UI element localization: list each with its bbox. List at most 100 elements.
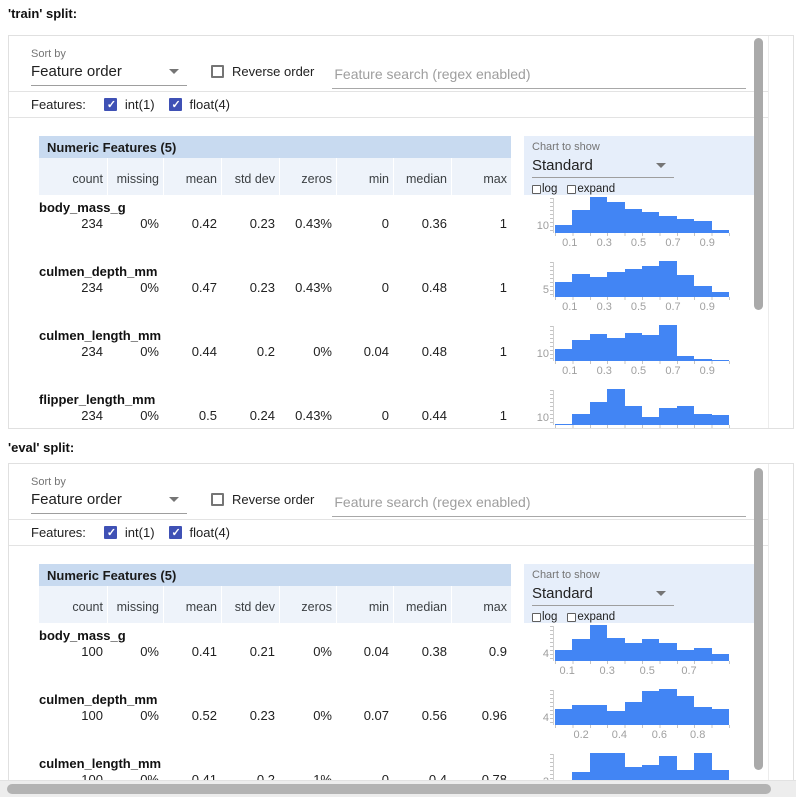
x-tick-label: 0.3 [596, 365, 612, 377]
scrollbar-thumb[interactable] [754, 38, 763, 310]
horizontal-scrollbar[interactable] [0, 780, 796, 797]
table-header-row: Numeric Features (5) count missing mean std… [39, 564, 768, 623]
table-cell: 0.21 [249, 644, 275, 659]
sort-group: Sort by Feature order [31, 48, 187, 86]
column-headers: count missing mean std dev zeros min median max [39, 158, 511, 195]
feature-stats: flipper_length_mm 234 0% 0.5 0.24 0.43% 0 0.44 1 [39, 387, 511, 428]
chart-type-dropdown[interactable]: Standard [532, 582, 674, 606]
feature-type-int-checkbox[interactable]: int(1) [103, 525, 155, 540]
log-checkbox[interactable]: log [532, 183, 557, 195]
column-header: count [72, 600, 103, 614]
y-axis-tick-label: 5 [542, 284, 549, 296]
scrollbar-thumb[interactable] [754, 468, 763, 770]
expand-checkbox[interactable]: expand [567, 183, 615, 195]
histogram-bar [642, 266, 660, 297]
features-label: Features: [31, 525, 86, 540]
feature-row: culmen_depth_mm 234 0% 0.47 0.23 0.43% 0 0.48 1 5… [39, 259, 768, 323]
sort-order-dropdown[interactable]: Feature order [31, 60, 187, 86]
reverse-order-checkbox[interactable]: Reverse order [211, 492, 314, 507]
histogram-bar [642, 335, 660, 361]
column-header: std dev [221, 158, 279, 195]
histogram-bar [676, 356, 695, 361]
x-axis-ticks [555, 361, 730, 364]
sort-order-value: Feature order [31, 491, 122, 508]
histogram-bar [659, 261, 677, 297]
log-checkbox[interactable]: log [532, 611, 557, 623]
feature-type-float-checkbox[interactable]: float(4) [168, 97, 231, 112]
x-tick-label: 0.1 [562, 301, 578, 313]
histogram-bar [694, 221, 712, 233]
y-axis-ruler [550, 326, 554, 361]
table-cell: 0.24 [249, 408, 275, 423]
checkbox-checked-icon[interactable] [103, 526, 117, 539]
feature-row: body_mass_g 234 0% 0.42 0.23 0.43% 0 0.36 1 10 0.1… [39, 195, 768, 259]
histogram-bar [589, 197, 608, 233]
histogram-bar [572, 209, 590, 233]
checkbox-unchecked-icon[interactable] [211, 65, 224, 78]
reverse-order-label: Reverse order [232, 64, 315, 79]
histogram-bar [642, 691, 660, 725]
eval-panel-inner: Sort by Feature order Reverse order Feat… [9, 464, 769, 797]
x-tick-label: 0.1 [559, 665, 575, 677]
feature-type-int-checkbox[interactable]: int(1) [103, 97, 155, 112]
histogram-bars [555, 625, 730, 661]
table-cell: 234 [81, 280, 103, 295]
expand-checkbox[interactable]: expand [567, 611, 615, 623]
reverse-order-checkbox[interactable]: Reverse order [211, 64, 314, 79]
checkbox-unchecked-icon[interactable] [532, 184, 541, 194]
feature-chart: 10 0.1 0.3 0.5 0.7 0.9 [524, 323, 756, 387]
feature-type-float-label: float(4) [189, 97, 231, 112]
feature-values: 234 0% 0.44 0.2 0% 0.04 0.48 1 [39, 344, 511, 359]
sort-order-dropdown[interactable]: Feature order [31, 488, 187, 514]
chart-to-show-label: Chart to show [532, 569, 600, 581]
table-cell: 0.36 [421, 216, 447, 231]
checkbox-checked-icon[interactable] [168, 98, 182, 111]
histogram-bar [694, 707, 712, 725]
table-cell: 1 [499, 216, 507, 231]
histogram-culmen_length_mm: 10 0.1 0.3 0.5 0.7 0.9 [529, 323, 744, 387]
feature-search-input[interactable] [332, 490, 746, 517]
chevron-down-icon [169, 497, 179, 502]
vertical-scrollbar[interactable] [753, 464, 765, 797]
feature-chart: 10 0.1 0.3 0.5 0.7 0.9 [524, 195, 756, 259]
x-tick-label: 0.5 [639, 665, 655, 677]
feature-stats: culmen_depth_mm 234 0% 0.47 0.23 0.43% 0 0.48 1 [39, 259, 511, 323]
histogram-bar [711, 653, 730, 661]
histogram-bar [676, 274, 695, 297]
histogram-bar [607, 272, 625, 297]
feature-rows: body_mass_g 234 0% 0.42 0.23 0.43% 0 0.36 1 10 0.1… [39, 195, 768, 428]
checkbox-unchecked-icon[interactable] [211, 493, 224, 506]
feature-type-int-label: int(1) [124, 525, 155, 540]
checkbox-unchecked-icon[interactable] [567, 612, 577, 622]
checkbox-checked-icon[interactable] [103, 98, 117, 111]
numeric-features-title: Numeric Features (5) [39, 136, 511, 158]
scrollbar-thumb[interactable] [7, 784, 771, 794]
histogram-bar [694, 648, 712, 661]
reverse-order-label: Reverse order [232, 492, 315, 507]
histogram-plot [550, 689, 730, 728]
histogram-bar [624, 208, 643, 233]
sort-by-label: Sort by [31, 48, 66, 60]
histogram-bar [659, 643, 677, 661]
checkbox-checked-icon[interactable] [168, 526, 182, 539]
chart-type-dropdown[interactable]: Standard [532, 154, 674, 178]
x-tick-label: 0.7 [665, 301, 681, 313]
table-cell: 0 [381, 408, 389, 423]
feature-chart: 5 0.1 0.3 0.5 0.7 0.9 [524, 259, 756, 323]
feature-search-input[interactable] [332, 62, 746, 89]
column-header: min [336, 158, 393, 195]
feature-type-float-checkbox[interactable]: float(4) [168, 525, 230, 540]
histogram-plot [550, 197, 730, 236]
x-axis-ticks [555, 233, 730, 236]
feature-name: body_mass_g [39, 628, 126, 643]
vertical-scrollbar[interactable] [753, 36, 765, 428]
histogram-bar [659, 325, 677, 361]
checkbox-unchecked-icon[interactable] [567, 184, 577, 194]
checkbox-unchecked-icon[interactable] [532, 612, 541, 622]
chevron-down-icon [169, 69, 179, 74]
numeric-features-table-head: Numeric Features (5) count missing mean std… [39, 564, 511, 623]
histogram-bar [624, 333, 643, 361]
feature-stats: body_mass_g 234 0% 0.42 0.23 0.43% 0 0.36 1 [39, 195, 511, 259]
table-cell: 0.48 [421, 344, 447, 359]
y-axis-ruler [550, 754, 554, 789]
